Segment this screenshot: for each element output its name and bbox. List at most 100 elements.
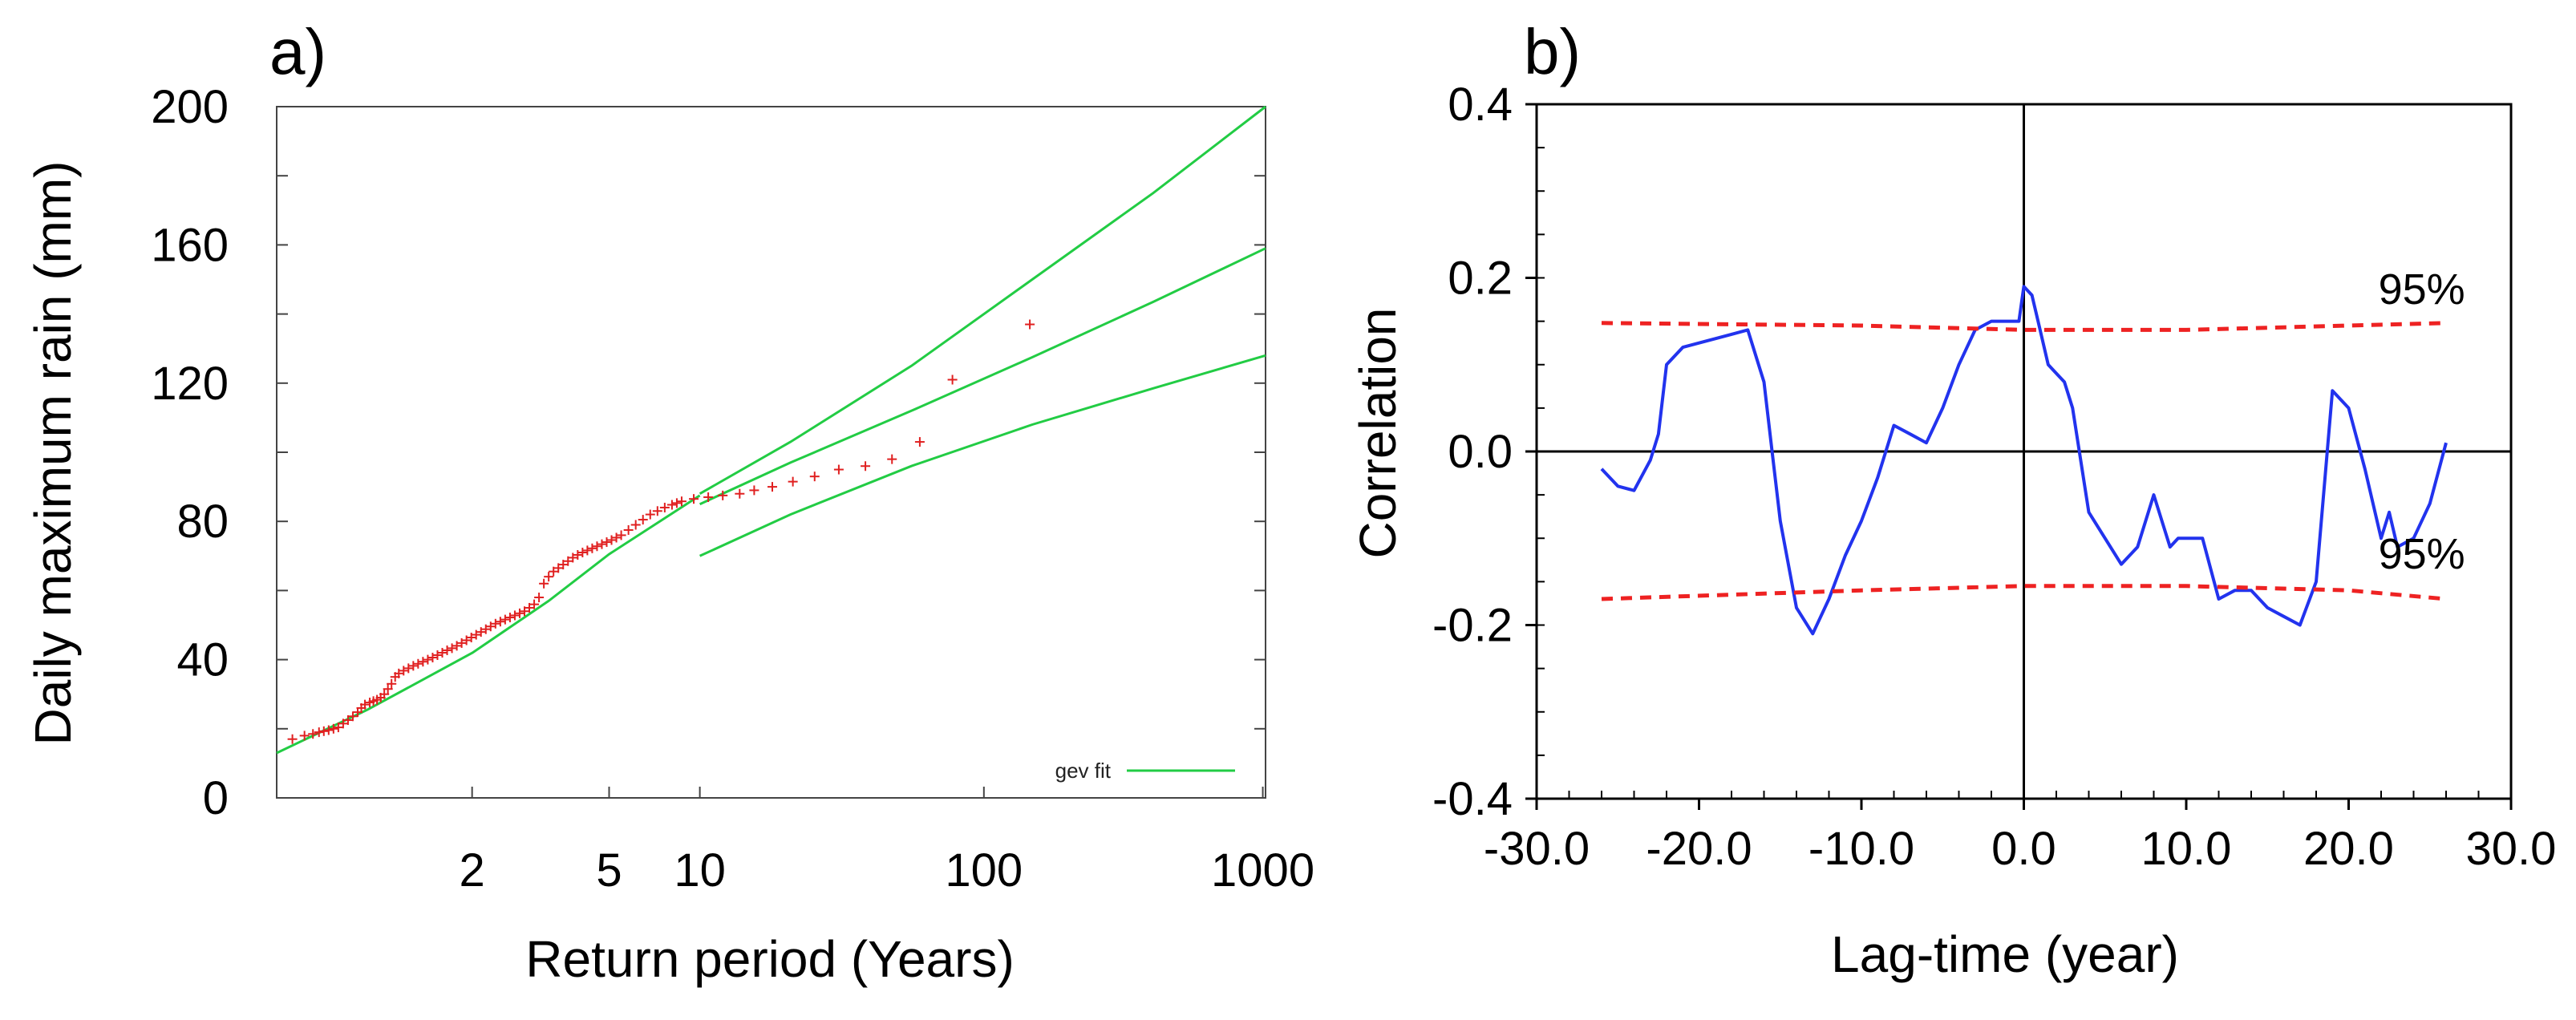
panel-b-y-tick-label: -0.4 — [1432, 773, 1513, 825]
panel-b-series — [1600, 285, 2448, 636]
panel-a-observation-point — [427, 653, 438, 663]
panel-a-line-gev-fit-upper — [699, 105, 1266, 496]
panel-a-observation-point — [520, 606, 530, 617]
panel-a-observation-point — [399, 666, 409, 676]
panel-b-annotation-95-percent: 95% — [2379, 530, 2465, 578]
panel-a-observation-point — [689, 494, 699, 504]
panel-a-observation-point — [587, 543, 597, 553]
panel-a-x-tick-label: 10 — [674, 844, 726, 897]
panel-a-observation-point — [623, 524, 634, 535]
panel-b-annotations: 95% 95% — [2379, 265, 2465, 578]
panel-b-y-tick-label: 0.2 — [1448, 253, 1513, 305]
panel-a-observation-point — [1025, 319, 1035, 330]
panel-a-observation-point — [480, 624, 491, 634]
panel-a-observation-point — [299, 731, 310, 741]
panel-a-y-tick-label: 40 — [176, 634, 229, 686]
panel-a-observation-point — [735, 488, 745, 499]
panel-a-observation-point — [432, 650, 443, 660]
panel-a-observation-points — [287, 319, 1035, 744]
panel-b-annotation-95-percent: 95% — [2379, 265, 2465, 314]
panel-a-observation-point — [314, 727, 324, 738]
panel-b-x-axis-label: Lag-time (year) — [1831, 925, 2179, 983]
panel-a-observation-point — [676, 496, 687, 507]
panel-a-x-ticks: 2 5 10 100 1000 — [460, 787, 1314, 897]
panel-a-line-gev-fit-lower — [699, 354, 1266, 557]
panel-a-observation-point — [471, 629, 481, 640]
panel-a-observation-point — [563, 556, 573, 566]
panel-b-x-ticks: -30.0 -20.0 -10.0 0.0 10.0 20.0 30.0 — [1484, 791, 2556, 875]
panel-a-observation-point — [342, 715, 353, 726]
panel-a-label: a) — [269, 16, 326, 87]
panel-a-observation-point — [630, 520, 641, 530]
panel-a-observation-point — [476, 627, 486, 638]
panel-a-observation-point — [553, 563, 564, 573]
panel-a-observation-point — [466, 633, 476, 643]
panel-a-observation-point — [360, 699, 371, 710]
panel-a-observation-point — [379, 689, 390, 699]
panel-a-observation-point — [539, 578, 549, 589]
panel-a-y-tick-label: 160 — [151, 219, 229, 271]
panel-a-observation-point — [500, 614, 510, 625]
panel-a-y-ticks: 0 40 80 120 160 200 — [151, 81, 1266, 824]
panel-a-observation-point — [461, 635, 472, 646]
panel-a-observation-point — [914, 437, 925, 447]
panel-a-return-period-chart: a) 0 40 80 120 160 200 2 5 10 100 1000 gev fit Da… — [24, 16, 1314, 988]
panel-a-observation-point — [413, 658, 423, 669]
panel-a-observation-point — [597, 539, 607, 549]
panel-a-x-tick-label: 100 — [945, 844, 1023, 897]
panel-a-observation-point — [328, 723, 338, 734]
panel-b-line-95-lower — [1601, 584, 2447, 601]
panel-a-observation-point — [490, 618, 500, 629]
panel-b-y-tick-label: -0.2 — [1432, 600, 1513, 652]
panel-a-observation-point — [616, 530, 626, 540]
panel-a-observation-point — [544, 572, 554, 582]
panel-a-observation-point — [347, 711, 358, 722]
panel-a-observation-point — [534, 593, 545, 603]
panel-a-observation-point — [387, 678, 397, 689]
panel-a-observation-point — [947, 374, 958, 385]
panel-a-observation-point — [525, 602, 535, 613]
panel-a-observation-point — [442, 645, 452, 655]
panel-a-observation-point — [666, 500, 677, 510]
panel-a-observation-point — [592, 541, 602, 552]
panel-b-y-tick-label: 0.4 — [1448, 79, 1513, 131]
panel-b-y-ticks: -0.4 -0.2 0.0 0.2 0.4 — [1432, 79, 1545, 825]
panel-a-x-axis-label: Return period (Years) — [525, 930, 1015, 988]
panel-a-y-tick-label: 80 — [176, 496, 229, 548]
panel-a-y-tick-label: 0 — [203, 772, 229, 824]
panel-b-line-cross-correlation — [1600, 285, 2448, 636]
panel-a-observation-point — [447, 643, 457, 654]
panel-a-y-tick-label: 120 — [151, 358, 229, 410]
panel-a-observation-point — [485, 621, 496, 632]
panel-a-x-tick-label: 2 — [460, 844, 485, 897]
panel-b-x-tick-label: 20.0 — [2303, 823, 2394, 875]
panel-a-observation-point — [568, 552, 578, 563]
panel-a-y-tick-label: 200 — [151, 81, 229, 133]
panel-a-fit-lines — [276, 105, 1266, 755]
panel-a-observation-point — [308, 729, 318, 739]
panel-a-observation-point — [383, 684, 393, 694]
panel-b-y-tick-label: 0.0 — [1448, 426, 1513, 478]
panel-b-line-95-upper — [1601, 321, 2447, 332]
panel-a-observation-point — [703, 492, 714, 503]
panel-a-observation-point — [323, 725, 334, 735]
panel-a-observation-point — [394, 668, 404, 678]
panel-b-y-axis-label: Correlation — [1349, 307, 1407, 558]
panel-a-observation-point — [318, 726, 329, 736]
panel-a-observation-point — [601, 537, 612, 548]
panel-a-observation-point — [509, 610, 520, 621]
panel-a-observation-point — [437, 647, 448, 658]
panel-a-observation-point — [768, 482, 778, 492]
panel-b-cross-correlation-chart: b) -0.4 -0.2 0.0 0.2 0.4 -30.0 -20.0 -10.0 0.0 1… — [1349, 16, 2556, 983]
panel-a-observation-point — [606, 535, 617, 545]
panel-a-observation-point — [861, 461, 871, 472]
panel-a-line-gev-fit — [276, 494, 701, 755]
panel-a-observation-point — [529, 599, 540, 609]
panel-a-observation-point — [652, 506, 662, 516]
panel-a-x-tick-label: 5 — [596, 844, 622, 897]
panel-a-legend: gev fit — [1055, 759, 1235, 783]
panel-a-observation-point — [338, 718, 348, 729]
panel-a-observation-point — [788, 476, 798, 487]
panel-b-x-tick-label: -30.0 — [1484, 823, 1590, 875]
